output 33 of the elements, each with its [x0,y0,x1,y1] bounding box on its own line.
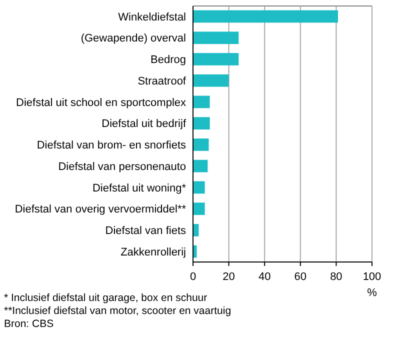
y-tick-label: Diefstal van overig vervoermiddel** [14,204,187,216]
bar [193,10,338,23]
y-tick-label: Diefstal uit woning* [92,182,187,194]
bar [193,181,205,194]
y-tick-label: Diefstal van brom- en snorfiets [36,140,186,152]
y-tick-label: Straatroof [138,75,187,88]
y-tick-label: Diefstal van personenauto [58,160,186,173]
y-tick-label: Diefstal van fiets [105,225,186,238]
bar [193,138,209,151]
bar [193,202,205,215]
x-axis-title: % [367,287,378,299]
bar [193,160,208,172]
y-tick-label: Bedrog [150,54,186,66]
x-tick-label: 20 [222,271,235,283]
text: **Inclusief diefstal van motor, scooter en vaartuig [4,305,232,317]
text: * Inclusief diefstal uit garage, box en schuur [4,292,208,304]
x-tick-label: 40 [258,271,271,283]
bar [193,32,239,44]
x-tick-label: 100 [362,271,382,283]
y-tick-label: (Gewapende) overval [80,32,186,45]
bar [193,245,197,258]
y-tick-label: Diefstal uit bedrijf [102,118,187,130]
x-tick-label: 80 [330,271,342,283]
bar [193,53,239,66]
bar [193,96,210,108]
y-tick-label: Diefstal uit school en sportcomplex [16,96,186,109]
y-tick-label: Winkeldiefstal [118,11,186,24]
x-tick-label: 60 [294,271,307,283]
y-tick-label: Zakkenrollerij [120,246,186,258]
x-tick-label: 0 [190,271,196,283]
bar [193,74,229,87]
bar [193,117,210,130]
text: Bron: CBS [4,318,54,330]
